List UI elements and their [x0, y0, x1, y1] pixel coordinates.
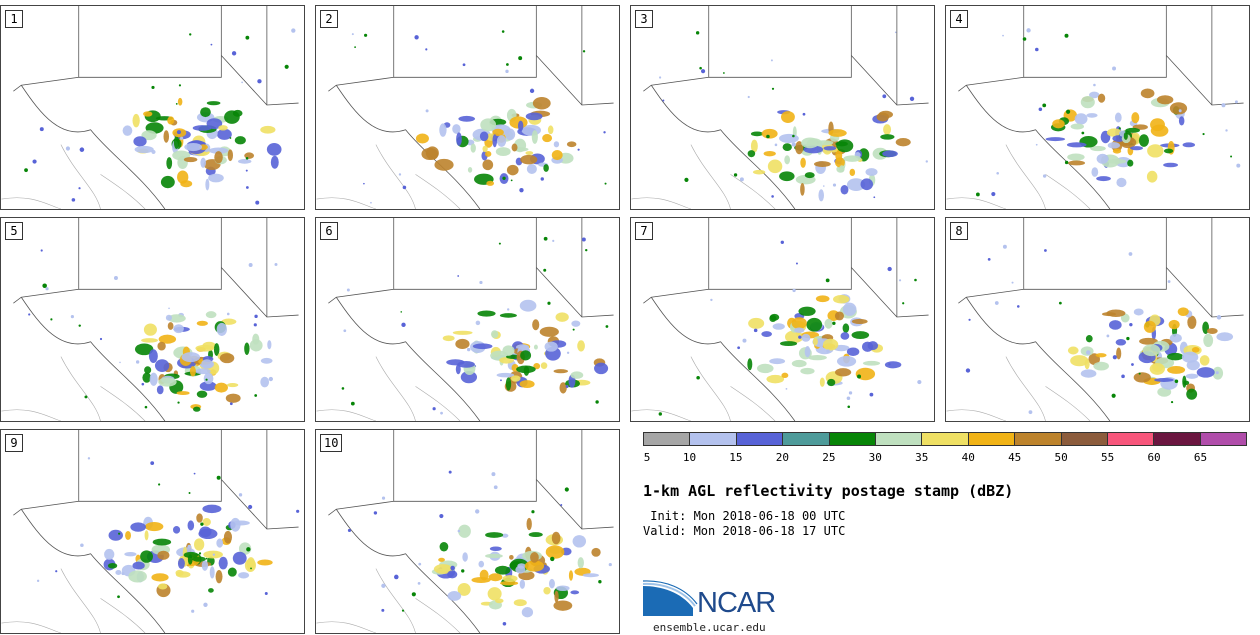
colorbar-segment: [1015, 433, 1062, 445]
colorbar-segment: [736, 433, 784, 445]
colorbar-tick-label: 35: [915, 451, 929, 464]
colorbar-tick-label: 15: [729, 451, 743, 464]
texas-map: [316, 218, 614, 421]
colorbar-tick-label: 60: [1147, 451, 1161, 464]
member-number-label: 7: [635, 222, 653, 240]
colorbar-tick-label: 55: [1100, 451, 1115, 464]
colorbar-tick-label: 40: [961, 451, 975, 464]
ensemble-member-panel: 7: [630, 217, 935, 422]
colorbar-segment: [968, 433, 1016, 445]
plot-title: 1-km AGL reflectivity postage stamp (dBZ…: [643, 482, 1014, 500]
colorbar-segment: [690, 433, 737, 445]
member-number-label: 10: [320, 434, 343, 452]
colorbar-segment: [922, 433, 969, 445]
texas-map: [316, 430, 614, 633]
colorbar-tick-label: 45: [1008, 451, 1022, 464]
colorbar-ticks: 5 10 15 20 25 30 35 40 45 50 55 60 65: [643, 451, 1247, 465]
colorbar-tick-label: 30: [868, 451, 882, 464]
ensemble-member-panel: 10: [315, 429, 620, 634]
colorbar-tick-label: 50: [1054, 451, 1068, 464]
ensemble-member-panel: 4: [945, 5, 1250, 210]
colorbar-segment: [1061, 433, 1108, 445]
colorbar-segment: [1200, 433, 1247, 445]
ensemble-member-panel: 1: [0, 5, 305, 210]
member-number-label: 8: [950, 222, 968, 240]
colorbar-segment: [875, 433, 923, 445]
ensemble-member-panel: 5: [0, 217, 305, 422]
site-url: ensemble.ucar.edu: [653, 621, 766, 634]
colorbar-tick-label: 10: [682, 451, 697, 464]
reflectivity-colorbar: [643, 432, 1247, 446]
ncar-logo-icon: [643, 580, 698, 616]
member-number-label: 9: [5, 434, 23, 452]
ensemble-member-panel: 2: [315, 5, 620, 210]
colorbar-tick-label: 25: [822, 451, 836, 464]
member-number-label: 2: [320, 10, 338, 28]
ncar-logo-text: NCAR: [697, 587, 776, 619]
texas-map: [316, 6, 614, 209]
colorbar-segment: [829, 433, 876, 445]
texas-map: [1, 430, 300, 633]
member-number-label: 5: [5, 222, 23, 240]
texas-map: [946, 6, 1244, 209]
ensemble-member-panel: 6: [315, 217, 620, 422]
colorbar-segment: [783, 433, 830, 445]
colorbar-tick-label: 20: [775, 451, 789, 464]
ensemble-member-panel: 9: [0, 429, 305, 634]
member-number-label: 1: [5, 10, 23, 28]
member-number-label: 3: [635, 10, 653, 28]
valid-time: Valid: Mon 2018-06-18 17 UTC: [643, 524, 846, 538]
texas-map: [946, 218, 1244, 421]
colorbar-segment: [1154, 433, 1201, 445]
colorbar-segment: [1107, 433, 1155, 445]
texas-map: [631, 6, 929, 209]
texas-map: [631, 218, 929, 421]
colorbar-tick-label: 65: [1193, 451, 1208, 464]
ensemble-member-panel: 3: [630, 5, 935, 210]
ensemble-member-panel: 8: [945, 217, 1250, 422]
member-number-label: 4: [950, 10, 968, 28]
init-time: Init: Mon 2018-06-18 00 UTC: [643, 509, 846, 523]
colorbar-segment: [644, 433, 691, 445]
colorbar-tick-label: 5: [643, 451, 651, 464]
texas-map: [1, 218, 299, 421]
texas-map: [1, 6, 299, 209]
member-number-label: 6: [320, 222, 338, 240]
